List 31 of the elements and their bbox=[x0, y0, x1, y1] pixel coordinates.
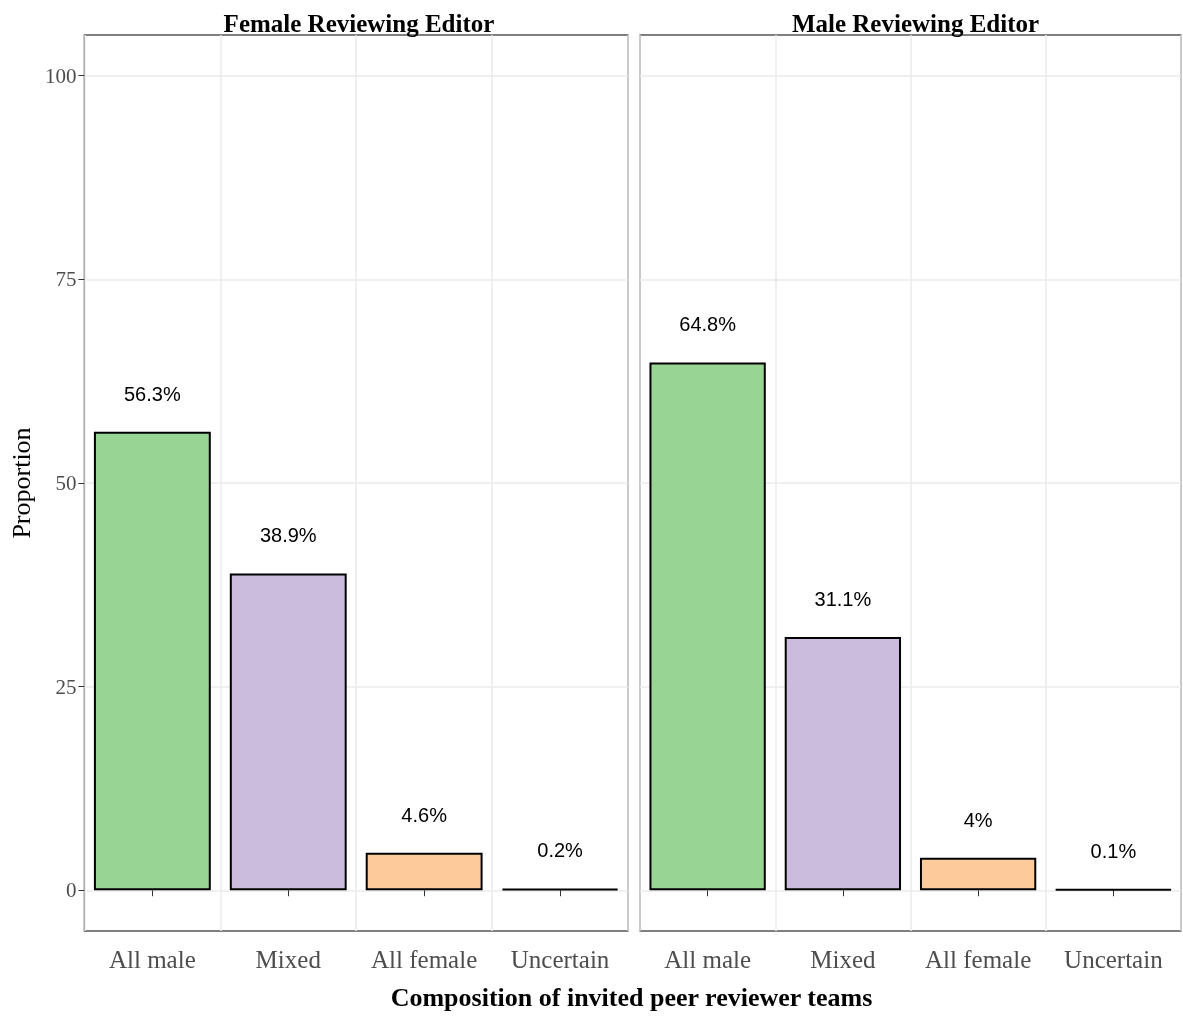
chart-title: Female Reviewing Editor bbox=[223, 10, 495, 37]
bar bbox=[93, 431, 211, 891]
data-label: 64.8% bbox=[679, 313, 737, 336]
x-tick-label: All male bbox=[664, 946, 752, 973]
data-label: 38.9% bbox=[259, 524, 317, 547]
x-tick-label: Mixed bbox=[255, 946, 322, 973]
bar bbox=[365, 852, 483, 891]
y-axis-title: Proportion bbox=[6, 427, 36, 539]
y-tick-label: 25 bbox=[55, 674, 77, 699]
x-tick-label: Mixed bbox=[810, 946, 877, 973]
x-tick-label: All female bbox=[371, 946, 478, 973]
x-tick-label: All female bbox=[925, 946, 1032, 973]
data-label: 31.1% bbox=[814, 587, 872, 610]
bar bbox=[784, 636, 902, 891]
data-label: 0.1% bbox=[1090, 839, 1137, 862]
y-tick-label: 100 bbox=[44, 63, 77, 88]
data-label: 56.3% bbox=[123, 382, 181, 405]
y-tick-label: 75 bbox=[55, 267, 77, 292]
x-tick-label: Uncertain bbox=[510, 946, 610, 973]
x-tick-label: All male bbox=[108, 946, 196, 973]
y-tick-label: 0 bbox=[65, 878, 77, 903]
bar bbox=[649, 362, 766, 891]
chart-title: Male Reviewing Editor bbox=[791, 10, 1040, 37]
y-tick-label: 50 bbox=[55, 471, 77, 495]
data-label: 4.6% bbox=[401, 803, 448, 826]
bar bbox=[919, 857, 1037, 891]
x-axis-title: Composition of invited peer reviewer teams bbox=[389, 983, 874, 1013]
data-label: 0.2% bbox=[537, 839, 584, 862]
bar bbox=[229, 573, 347, 891]
x-tick-label: Uncertain bbox=[1064, 946, 1164, 973]
data-label: 4% bbox=[963, 808, 993, 831]
